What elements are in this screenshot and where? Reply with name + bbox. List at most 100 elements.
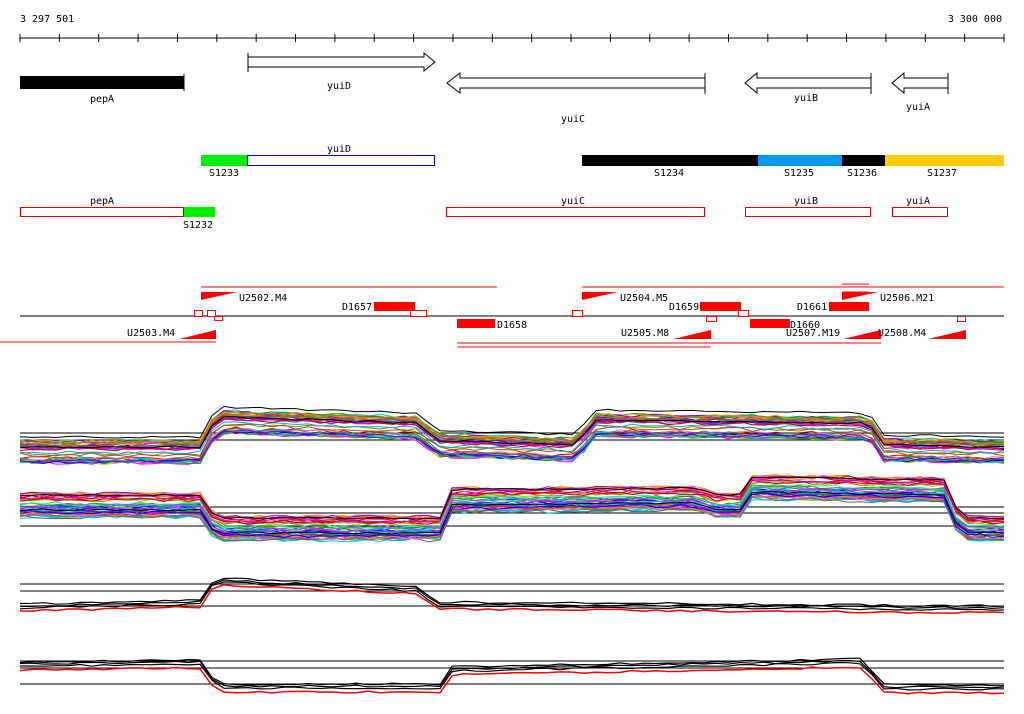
segment-track-2: pepA S1232 yuiC yuiB yuiA bbox=[20, 196, 948, 231]
segment-yuiC-outline[interactable] bbox=[446, 207, 705, 217]
segment-track-1: yuiD S1233 S1234 S1235 S1236 S1237 bbox=[201, 144, 1004, 179]
feature-U2503-M4-marker[interactable] bbox=[179, 330, 216, 339]
feature-U2504-M5-marker[interactable] bbox=[582, 292, 618, 300]
gene-yuiD-arrow[interactable] bbox=[247, 51, 436, 73]
gene-pepA-label: pepA bbox=[90, 94, 114, 105]
expression-line bbox=[19, 427, 1004, 461]
ruler-end-label: 3 300 000 bbox=[948, 14, 1002, 25]
gene-track: pepA yuiD yuiC yuiB yuiA bbox=[20, 51, 949, 125]
expression-line bbox=[19, 430, 1005, 464]
expression-line bbox=[19, 479, 1005, 524]
expression-panel-2 bbox=[19, 474, 1005, 543]
segment-S1232-label: S1232 bbox=[183, 220, 213, 231]
expression-line bbox=[19, 405, 1005, 439]
expression-line bbox=[19, 491, 1005, 535]
feature-U2506-M21-label: U2506.M21 bbox=[880, 293, 934, 304]
feature-U2505-M8-marker[interactable] bbox=[673, 330, 711, 339]
expression-panel-4 bbox=[19, 657, 1005, 695]
expression-panel-3 bbox=[19, 577, 1005, 615]
segment-S1232[interactable] bbox=[184, 207, 215, 217]
expression-line bbox=[19, 494, 1005, 540]
expression-line bbox=[19, 479, 1005, 525]
segment-yuiA-label: yuiA bbox=[906, 196, 930, 207]
gene-yuiC-label: yuiC bbox=[561, 114, 585, 125]
feature-U2504-M5-label: U2504.M5 bbox=[620, 293, 668, 304]
segment-pepA-outline[interactable] bbox=[20, 207, 184, 217]
segment-S1236[interactable] bbox=[842, 155, 885, 166]
expression-line bbox=[19, 581, 1005, 611]
segment-yuiA-outline[interactable] bbox=[892, 207, 948, 217]
expression-line bbox=[19, 666, 1005, 695]
feature-D1661-label: D1661 bbox=[797, 302, 827, 313]
segment-S1235-label: S1235 bbox=[784, 168, 814, 179]
ruler-start-label: 3 297 501 bbox=[20, 14, 74, 25]
ruler: 3 297 501 3 300 000 bbox=[19, 14, 1005, 42]
feature-D1657-label: D1657 bbox=[342, 302, 372, 313]
segment-yuiB-outline[interactable] bbox=[745, 207, 871, 217]
gene-yuiA-label: yuiA bbox=[906, 102, 930, 113]
feature-D1657-block[interactable] bbox=[374, 302, 415, 311]
gene-yuiD-label: yuiD bbox=[327, 81, 351, 92]
feature-track: U2502.M4 U2504.M5 U2506.M21 D1657 D1659 … bbox=[0, 283, 1004, 348]
feature-D1661-block[interactable] bbox=[829, 302, 869, 311]
segment-S1235[interactable] bbox=[758, 155, 842, 166]
expression-line bbox=[19, 488, 1005, 533]
expression-line bbox=[19, 427, 1005, 461]
expression-line bbox=[19, 486, 1005, 532]
expression-panel-1 bbox=[19, 405, 1005, 465]
expression-line bbox=[19, 415, 1005, 449]
feature-U2502-M4-marker[interactable] bbox=[201, 292, 237, 300]
expression-line bbox=[19, 418, 1005, 451]
feature-U2507-M19-label: U2507.M19 bbox=[786, 328, 840, 339]
gene-yuiB-label: yuiB bbox=[794, 93, 818, 104]
gene-yuiA-arrow[interactable] bbox=[891, 71, 949, 95]
gene-pepA-bar[interactable] bbox=[20, 76, 184, 89]
expression-line bbox=[19, 423, 1005, 458]
expression-line bbox=[19, 489, 1005, 535]
expression-line bbox=[20, 661, 1004, 691]
segment-S1237[interactable] bbox=[885, 155, 1004, 166]
feature-U2506-M21-marker[interactable] bbox=[842, 292, 878, 300]
segment-yuiD-outline[interactable] bbox=[247, 155, 435, 166]
feature-D1658-label: D1658 bbox=[497, 320, 527, 331]
expression-line bbox=[19, 415, 1005, 448]
segment-S1233-label: S1233 bbox=[209, 168, 239, 179]
expression-line bbox=[19, 483, 1005, 529]
segment-S1236-label: S1236 bbox=[847, 168, 877, 179]
expression-line bbox=[19, 412, 1005, 445]
expression-line bbox=[19, 657, 1004, 687]
segment-yuiD-label: yuiD bbox=[327, 144, 351, 155]
feature-D1660-label: D1660 bbox=[790, 320, 820, 331]
expression-line bbox=[19, 476, 1005, 522]
expression-line bbox=[19, 476, 1005, 520]
expression-line bbox=[19, 496, 1005, 543]
ruler-ticks bbox=[19, 34, 1005, 42]
feature-D1659-label: D1659 bbox=[669, 302, 699, 313]
feature-U2508-M4-label: U2508.M4 bbox=[878, 328, 926, 339]
segment-yuiC-label: yuiC bbox=[561, 196, 585, 207]
feature-D1659-block[interactable] bbox=[700, 302, 741, 311]
gene-yuiC-arrow[interactable] bbox=[446, 71, 706, 95]
expression-line bbox=[19, 480, 1005, 525]
feature-U2507-M19-marker[interactable] bbox=[843, 330, 881, 339]
expression-line bbox=[19, 495, 1005, 541]
expression-line bbox=[19, 429, 1005, 463]
segment-S1234[interactable] bbox=[582, 155, 758, 166]
segment-yuiB-label: yuiB bbox=[794, 196, 818, 207]
segment-S1233[interactable] bbox=[201, 155, 247, 166]
expression-line bbox=[19, 493, 1005, 539]
feature-D1658-block[interactable] bbox=[457, 319, 495, 328]
feature-notches bbox=[194, 310, 966, 322]
segment-S1237-label: S1237 bbox=[927, 168, 957, 179]
expression-line bbox=[19, 423, 1005, 457]
feature-U2505-M8-label: U2505.M8 bbox=[621, 328, 669, 339]
feature-U2502-M4-label: U2502.M4 bbox=[239, 293, 287, 304]
gene-yuiB-arrow[interactable] bbox=[744, 71, 872, 95]
segment-S1234-label: S1234 bbox=[654, 168, 684, 179]
feature-D1660-block[interactable] bbox=[750, 319, 790, 328]
expression-line bbox=[19, 421, 1005, 455]
expression-line bbox=[19, 416, 1005, 449]
expression-line bbox=[19, 659, 1005, 689]
feature-U2508-M4-marker[interactable] bbox=[928, 330, 966, 339]
